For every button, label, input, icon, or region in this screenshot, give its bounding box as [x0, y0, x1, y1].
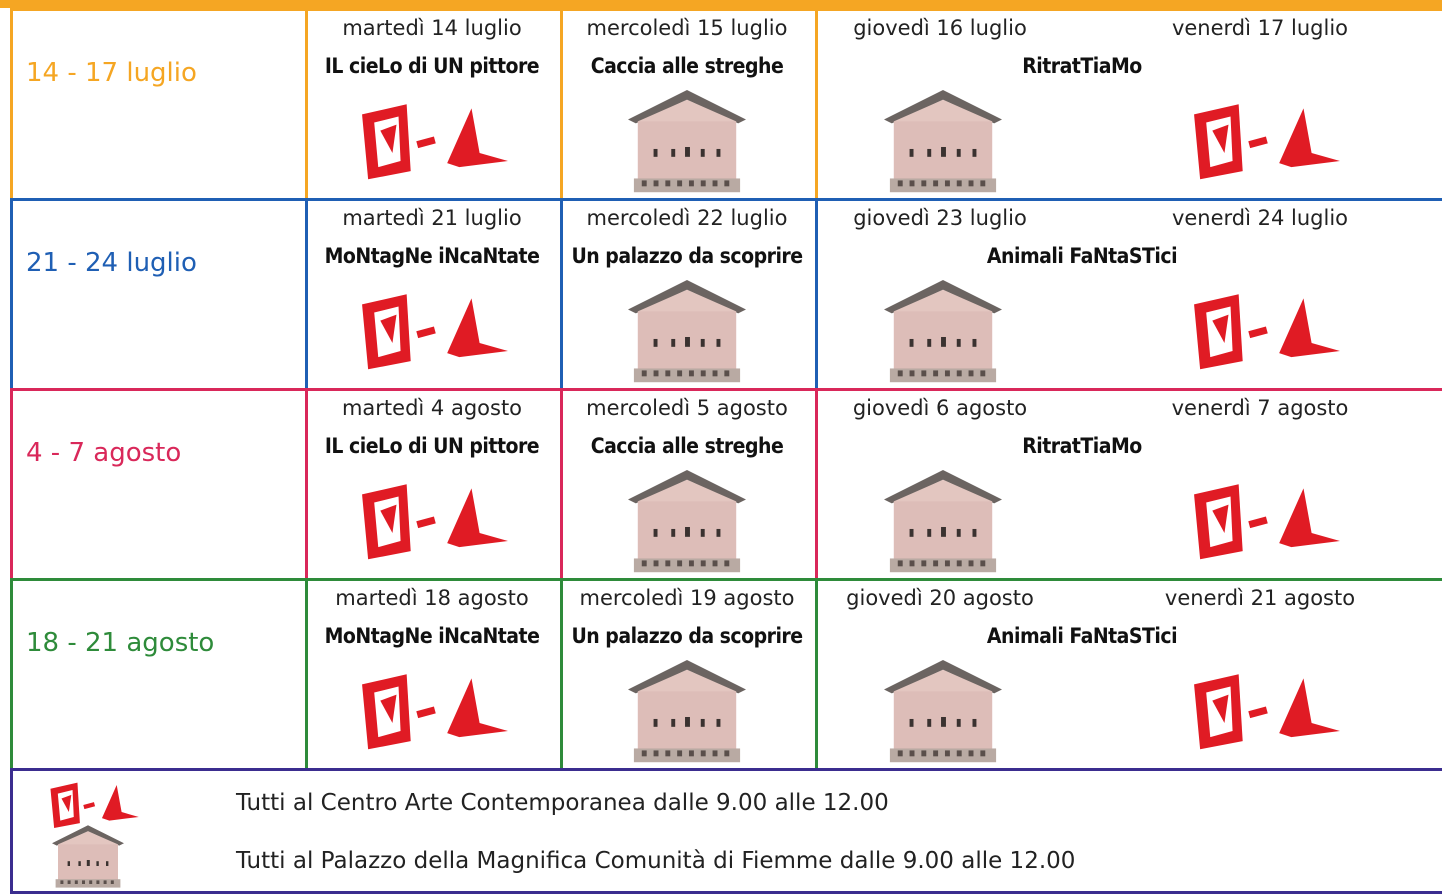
palazzo-icon: [884, 89, 1002, 193]
icon: [358, 290, 510, 378]
activity-title: Caccia alle streghe: [590, 54, 784, 78]
table-cell: [10, 388, 308, 581]
activity-title: Caccia alle streghe: [590, 434, 784, 458]
day-date: martedì 18 agosto: [335, 586, 529, 610]
activity-title: IL cieLo di UN pittore: [324, 54, 540, 78]
icon: [1190, 480, 1342, 568]
activity-title: RitratTiaMo: [1022, 434, 1142, 458]
icon: [1190, 290, 1342, 378]
palazzo-icon: [884, 659, 1002, 763]
icon: [884, 468, 1002, 578]
palazzo-icon: [884, 279, 1002, 383]
table-cell: [10, 8, 308, 201]
icon: [628, 658, 746, 768]
palazzo-icon: [628, 89, 746, 193]
day-date: venerdì 7 agosto: [1171, 396, 1349, 420]
palazzo-icon: [628, 659, 746, 763]
icon: [628, 468, 746, 578]
arte-logo: [1194, 104, 1340, 180]
legend-text: Tutti al Centro Arte Contemporanea dalle…: [236, 790, 889, 816]
activity-title: MoNtagNe iNcaNtate: [324, 244, 540, 268]
icon: [628, 88, 746, 198]
palazzo-icon: [52, 825, 124, 888]
day-date: martedì 21 luglio: [342, 206, 522, 230]
week-label: 14 - 17 luglio: [26, 58, 197, 88]
legend-box: [10, 768, 1442, 894]
icon: [48, 780, 140, 835]
legend-text: Tutti al Palazzo della Magnifica Comunit…: [236, 848, 1076, 874]
icon: [1190, 670, 1342, 758]
day-date: giovedì 23 luglio: [853, 206, 1027, 230]
day-date: venerdì 21 agosto: [1164, 586, 1356, 610]
activity-title: MoNtagNe iNcaNtate: [324, 624, 540, 648]
activity-title: Un palazzo da scoprire: [571, 244, 803, 268]
icon: [884, 88, 1002, 198]
icon: [52, 824, 124, 893]
palazzo-icon: [628, 279, 746, 383]
arte-logo: [362, 104, 508, 180]
day-date: giovedì 6 agosto: [852, 396, 1028, 420]
day-date: mercoledì 22 luglio: [586, 206, 788, 230]
day-date: giovedì 20 agosto: [846, 586, 1034, 610]
icon: [628, 278, 746, 388]
day-date: martedì 4 agosto: [341, 396, 523, 420]
arte-logo: [362, 484, 508, 560]
icon: [884, 658, 1002, 768]
arte-logo: [1194, 484, 1340, 560]
icon: [358, 480, 510, 568]
arte-logo: [1194, 674, 1340, 750]
arte-logo: [362, 294, 508, 370]
table-cell: [10, 198, 308, 391]
activity-title: Animali FaNtaSTici: [986, 624, 1178, 648]
day-date: mercoledì 15 luglio: [586, 16, 788, 40]
icon: [884, 278, 1002, 388]
week-label: 21 - 24 luglio: [26, 248, 197, 278]
palazzo-icon: [628, 469, 746, 573]
arte-logo: [1194, 294, 1340, 370]
palazzo-icon: [884, 469, 1002, 573]
activity-title: Animali FaNtaSTici: [986, 244, 1178, 268]
week-label: 18 - 21 agosto: [26, 628, 215, 658]
activity-title: RitratTiaMo: [1022, 54, 1142, 78]
arte-logo: [50, 782, 139, 828]
week-label: 4 - 7 agosto: [26, 438, 182, 468]
arte-logo: [362, 674, 508, 750]
day-date: giovedì 16 luglio: [853, 16, 1027, 40]
day-date: venerdì 24 luglio: [1171, 206, 1349, 230]
activity-title: IL cieLo di UN pittore: [324, 434, 540, 458]
icon: [1190, 100, 1342, 188]
activity-title: Un palazzo da scoprire: [571, 624, 803, 648]
icon: [358, 670, 510, 758]
table-cell: [10, 578, 308, 771]
day-date: mercoledì 5 agosto: [586, 396, 788, 420]
top-bar: [0, 0, 1442, 8]
day-date: martedì 14 luglio: [342, 16, 522, 40]
day-date: mercoledì 19 agosto: [579, 586, 795, 610]
day-date: venerdì 17 luglio: [1171, 16, 1349, 40]
icon: [358, 100, 510, 188]
